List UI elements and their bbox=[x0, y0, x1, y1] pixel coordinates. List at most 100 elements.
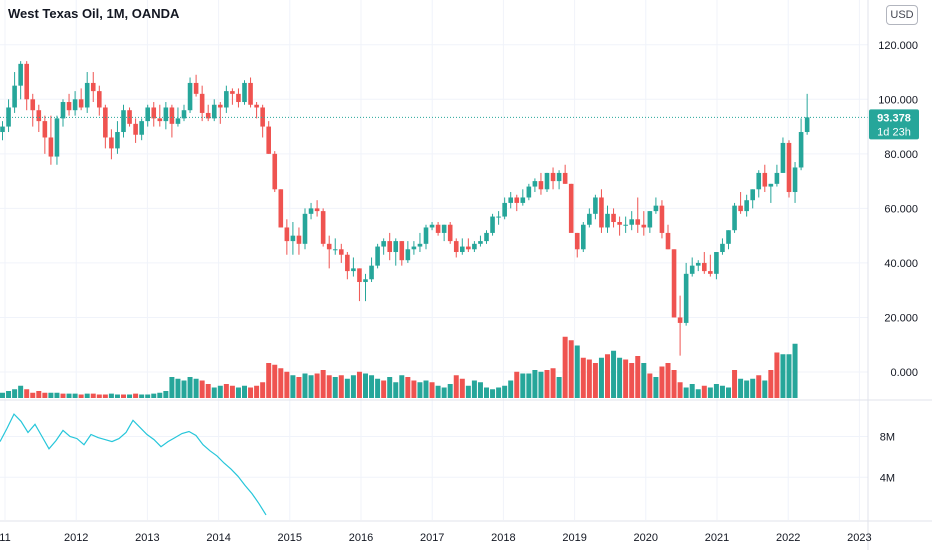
candle bbox=[30, 99, 36, 111]
volume-bar bbox=[102, 394, 108, 398]
candle bbox=[12, 85, 17, 108]
candle bbox=[236, 93, 241, 103]
candle bbox=[460, 246, 465, 253]
candle bbox=[248, 82, 253, 105]
candle bbox=[423, 227, 429, 244]
grid-lines bbox=[0, 0, 868, 520]
volume-bar bbox=[435, 385, 441, 398]
candle bbox=[726, 230, 731, 244]
volume-bar bbox=[653, 377, 659, 398]
candle bbox=[659, 205, 665, 233]
candle bbox=[230, 91, 235, 94]
volume-bar bbox=[175, 378, 181, 398]
y-tick-label: 100.000 bbox=[878, 94, 918, 106]
volume-bar bbox=[344, 378, 350, 398]
candle bbox=[683, 273, 689, 323]
candle bbox=[774, 172, 780, 184]
volume-bar bbox=[145, 394, 151, 398]
volume-bar bbox=[726, 387, 731, 398]
indicator-tick-label: 4M bbox=[880, 472, 895, 484]
candle bbox=[786, 142, 792, 193]
volume-bar bbox=[169, 377, 175, 398]
volume-bar bbox=[647, 373, 653, 398]
candle bbox=[508, 197, 513, 203]
currency-button[interactable]: USD bbox=[886, 5, 918, 25]
volume-bar bbox=[30, 392, 36, 398]
volume-bar bbox=[477, 382, 483, 398]
candle bbox=[629, 219, 634, 225]
y-tick-label: 120.000 bbox=[878, 40, 918, 52]
candle bbox=[381, 241, 386, 247]
candle bbox=[18, 63, 23, 86]
volume-bar bbox=[393, 382, 399, 398]
volume-bar bbox=[580, 357, 586, 398]
candle bbox=[314, 208, 320, 212]
volume-bar bbox=[792, 343, 798, 398]
y-tick-label: 0.000 bbox=[890, 367, 918, 379]
volume-bar bbox=[659, 366, 665, 398]
volume-bar bbox=[671, 370, 677, 398]
volume-bar bbox=[532, 370, 538, 398]
volume-bar bbox=[786, 354, 792, 398]
candle bbox=[145, 107, 150, 122]
candle bbox=[417, 243, 423, 247]
x-tick-label: 2019 bbox=[562, 532, 586, 544]
candle bbox=[72, 99, 78, 111]
volume-bar bbox=[0, 392, 5, 398]
x-tick-label: 2015 bbox=[278, 532, 302, 544]
x-tick-label: 11 bbox=[0, 532, 11, 544]
candle bbox=[689, 265, 695, 274]
candle bbox=[587, 213, 592, 225]
candle bbox=[653, 205, 659, 212]
volume-bar bbox=[223, 384, 229, 398]
candle bbox=[296, 235, 302, 244]
x-tick-label: 2012 bbox=[64, 532, 88, 544]
volume-bar bbox=[84, 393, 90, 398]
candle bbox=[441, 224, 447, 233]
volume-bar bbox=[350, 375, 356, 398]
candle bbox=[738, 205, 743, 212]
volume-bar bbox=[568, 340, 574, 398]
y-tick-label: 60.000 bbox=[884, 203, 918, 215]
volume-bar bbox=[66, 393, 72, 398]
candle bbox=[320, 211, 326, 244]
candle bbox=[139, 121, 144, 135]
candle bbox=[351, 268, 356, 272]
candle bbox=[302, 213, 308, 244]
candle bbox=[520, 197, 526, 203]
candle bbox=[532, 181, 538, 187]
volume-bar bbox=[302, 373, 308, 398]
volume-bar bbox=[114, 394, 120, 398]
candle bbox=[502, 202, 507, 217]
candle bbox=[429, 224, 435, 228]
volume-bar bbox=[750, 378, 756, 398]
candle bbox=[0, 126, 5, 133]
y-tick-label: 40.000 bbox=[884, 258, 918, 270]
candle bbox=[780, 142, 786, 173]
x-tick-label: 2020 bbox=[634, 532, 658, 544]
candle bbox=[60, 102, 66, 119]
candle bbox=[447, 224, 453, 242]
volume-bar bbox=[465, 385, 471, 398]
candle bbox=[181, 110, 187, 119]
x-tick-label: 2018 bbox=[491, 532, 515, 544]
candlestick-series bbox=[0, 61, 810, 356]
candle bbox=[308, 208, 314, 214]
volume-bar bbox=[774, 352, 780, 398]
volume-series bbox=[0, 336, 798, 398]
volume-bar bbox=[272, 364, 278, 398]
volume-bar bbox=[707, 387, 713, 398]
volume-bar bbox=[363, 373, 368, 398]
candle bbox=[762, 172, 768, 187]
candle bbox=[708, 271, 713, 274]
candle bbox=[24, 63, 29, 100]
volume-bar bbox=[181, 380, 187, 398]
volume-bar bbox=[6, 391, 12, 398]
volume-bar bbox=[586, 359, 592, 398]
volume-bar bbox=[260, 382, 266, 398]
chart-title: West Texas Oil, 1M, OANDA bbox=[8, 6, 180, 21]
candle bbox=[224, 91, 229, 108]
volume-bar bbox=[375, 378, 381, 398]
volume-bar bbox=[423, 380, 429, 398]
volume-bar bbox=[320, 370, 326, 398]
